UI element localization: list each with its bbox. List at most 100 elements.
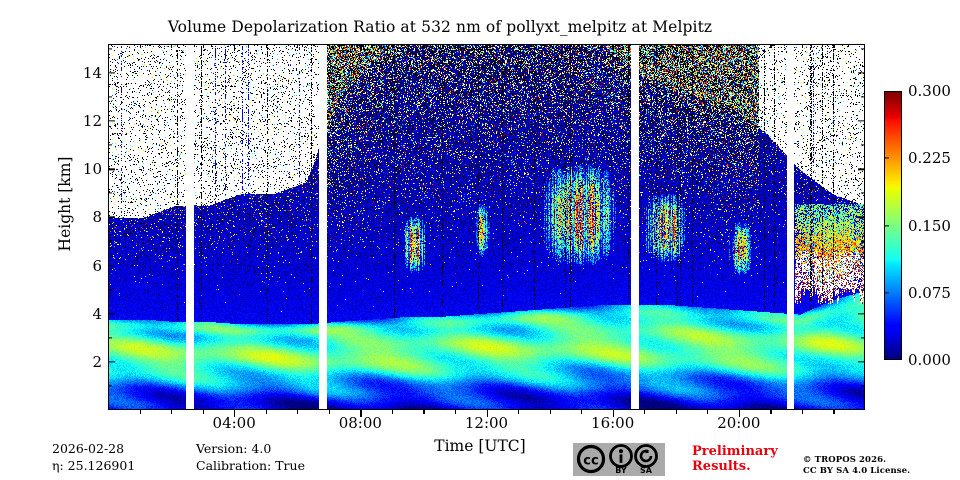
x-tick-minor [549,410,551,414]
x-tick-minor [644,410,646,414]
x-tick-minor [707,410,709,414]
x-tick-minor [644,44,646,48]
y-tick-minor [861,240,865,243]
y-tick-minor [108,289,112,291]
x-tick-minor [328,410,330,414]
x-tick-minor [265,410,267,414]
x-tick-mark [486,44,488,51]
y-tick-minor [108,192,112,194]
y-tick-mark [108,216,115,219]
x-tick-minor [139,410,141,414]
y-tick-label: 2 [92,352,102,371]
x-tick-minor [423,410,425,414]
depolarization-heatmap-canvas [109,45,864,409]
y-tick-label: 6 [92,256,102,275]
metadata-version-block: Version: 4.0 Calibration: True [196,440,305,474]
x-tick-minor [675,44,677,48]
x-tick-mark [360,410,362,417]
x-tick-minor [202,410,204,414]
y-tick-minor [861,385,865,387]
x-tick-mark [738,44,741,51]
x-tick-mark [738,410,741,417]
x-tick-minor [801,44,804,48]
x-axis-label: Time [UTC] [434,437,526,455]
y-tick-mark [858,264,865,267]
x-tick-minor [391,44,394,48]
y-tick-mark [858,168,865,170]
x-tick-label: 04:00 [212,414,256,432]
x-tick-minor [391,410,394,414]
y-tick-label: 10 [82,160,102,179]
y-tick-mark [858,313,865,315]
x-tick-minor [171,410,173,414]
colorbar-tick-label: 0.300 [908,82,951,100]
x-tick-mark [612,44,614,51]
y-tick-mark [858,216,865,219]
colorbar-tick-label: 0.150 [908,216,951,235]
x-tick-minor [202,44,204,48]
eta-value: η: 25.126901 [52,458,136,473]
y-tick-label: 4 [92,304,102,323]
copyright-notice: © TROPOS 2026. CC BY SA 4.0 License. [803,455,910,477]
x-tick-minor [707,44,709,48]
heatmap-plot-area [108,44,865,410]
x-tick-minor [297,410,299,414]
preliminary-line-2: Results. [692,459,751,474]
colorbar-tick-mark [884,157,889,159]
copyright-line-1: © TROPOS 2026. [803,455,887,465]
x-tick-minor [581,44,583,48]
badge-by-text: BY [615,466,627,475]
y-tick-minor [861,96,865,98]
y-tick-label: 14 [82,63,102,82]
y-tick-mark [108,168,115,170]
y-tick-label: 12 [82,112,102,131]
y-tick-minor [108,144,112,146]
cc-by-sa-license-icon: cc BY SA [573,443,665,476]
x-tick-minor [454,44,457,48]
y-tick-minor [108,385,112,387]
y-tick-label: 8 [92,208,102,227]
y-tick-mark [858,72,865,74]
metadata-date-block: 2026-02-28 η: 25.126901 [52,440,135,474]
x-tick-mark [234,410,236,417]
x-tick-minor [833,44,835,48]
x-tick-mark [486,410,488,417]
x-tick-mark [234,44,236,51]
svg-text:cc: cc [583,454,598,469]
version-value: Version: 4.0 [196,441,272,456]
x-tick-minor [581,410,583,414]
y-axis-tick-labels: 2 4 6 8 10 12 14 [62,44,102,410]
colorbar-gradient [885,92,901,359]
x-tick-minor [454,410,457,414]
y-tick-minor [108,240,112,243]
y-tick-mark [858,120,865,122]
y-axis-label: Height [km] [56,156,74,252]
x-tick-label: 08:00 [338,414,382,432]
colorbar-tick-label: 0.000 [908,351,951,369]
x-tick-mark [360,44,362,51]
y-tick-minor [861,144,865,146]
x-tick-minor [139,44,141,48]
page-title: Volume Depolarization Ratio at 532 nm of… [167,18,713,36]
y-tick-mark [858,361,865,363]
measurement-date: 2026-02-28 [52,441,125,456]
x-tick-minor [297,44,299,48]
x-tick-minor [171,44,173,48]
colorbar-tick-mark [884,224,889,227]
x-tick-label: 20:00 [717,414,761,432]
calibration-value: Calibration: True [196,458,305,473]
y-tick-mark [108,72,115,74]
preliminary-results-notice: Preliminary Results. [692,444,778,474]
x-tick-minor [770,44,772,48]
y-tick-minor [861,289,865,291]
x-tick-minor [518,410,520,414]
x-tick-label: 16:00 [591,414,635,432]
x-tick-minor [328,44,330,48]
x-tick-label: 12:00 [464,414,509,432]
colorbar-tick-mark [884,292,889,294]
x-tick-minor [423,44,425,48]
x-tick-minor [801,410,804,414]
y-tick-minor [861,337,865,339]
y-tick-minor [861,48,865,50]
